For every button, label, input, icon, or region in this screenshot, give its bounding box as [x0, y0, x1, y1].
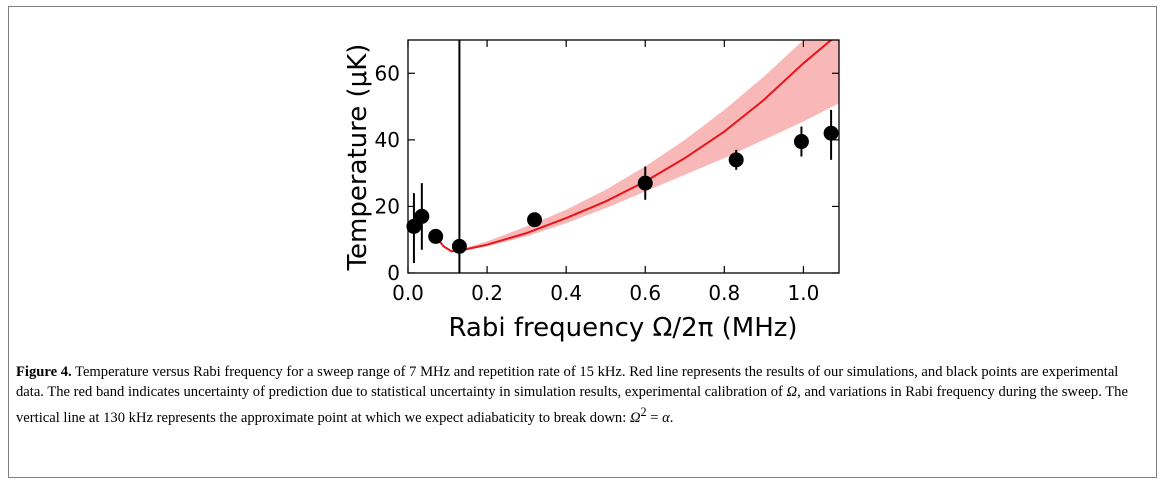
plot-frame	[407, 39, 840, 274]
x-tick-label: 1.0	[788, 281, 820, 305]
figure-caption: Figure 4. Temperature versus Rabi freque…	[16, 362, 1142, 428]
caption-text-2: , and variations in Rabi frequency durin…	[16, 384, 1128, 426]
caption-text-3: .	[669, 409, 674, 426]
y-tick-label: 40	[375, 128, 400, 152]
caption-exponent: 2	[640, 405, 647, 419]
x-tick-label: 0.4	[550, 281, 582, 305]
caption-equals: =	[646, 409, 663, 426]
x-tick-label: 0.0	[392, 281, 424, 305]
uncertainty-band	[459, 40, 839, 252]
figure-frame	[8, 6, 1157, 478]
y-tick-label: 0	[387, 261, 400, 285]
data-point	[728, 152, 744, 168]
caption-text-1: Temperature versus Rabi frequency for a …	[16, 364, 1119, 400]
caption-alpha: α	[662, 409, 670, 426]
figure-label: Figure 4.	[16, 364, 72, 380]
data-point	[414, 208, 430, 224]
y-tick-label: 20	[375, 194, 400, 218]
y-axis-label: Temperature (μK)	[343, 44, 373, 272]
caption-omega: Ω	[786, 384, 798, 400]
x-tick-label: 0.2	[471, 281, 503, 305]
data-point	[451, 238, 467, 254]
caption-omega-2: Ω	[629, 409, 641, 426]
x-tick-label: 0.8	[708, 281, 740, 305]
data-point	[527, 212, 543, 228]
data-point	[428, 228, 444, 244]
data-point	[823, 125, 839, 141]
x-axis-label: Rabi frequency Ω/2π (MHz)	[448, 313, 797, 343]
y-tick-label: 60	[375, 61, 400, 85]
data-point	[793, 134, 809, 150]
data-point	[637, 175, 653, 191]
x-tick-label: 0.6	[629, 281, 661, 305]
